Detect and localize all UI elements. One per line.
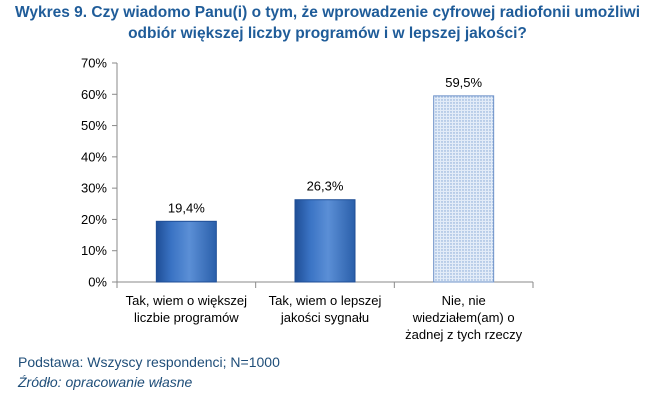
y-tick-label: 20% xyxy=(81,212,107,227)
category-label: Tak, wiem o lepszej xyxy=(269,293,382,308)
data-label: 26,3% xyxy=(307,179,344,194)
bar xyxy=(155,220,217,283)
data-label: 19,4% xyxy=(168,200,205,215)
category-label: liczbie programów xyxy=(134,310,239,325)
chart-title: Wykres 9. Czy wiadomo Panu(i) o tym, że … xyxy=(0,2,655,44)
y-tick-label: 60% xyxy=(81,87,107,102)
data-label: 59,5% xyxy=(445,75,482,90)
chart-title-line-1: Wykres 9. Czy wiadomo Panu(i) o tym, że … xyxy=(15,4,640,21)
bar xyxy=(433,95,495,283)
y-tick-label: 40% xyxy=(81,149,107,164)
category-label: wiedziałem(am) o xyxy=(412,310,515,325)
category-label: Tak, wiem o większej xyxy=(126,293,247,308)
footer-basis: Podstawa: Wszyscy respondenci; N=1000 xyxy=(18,354,280,370)
bar-chart: 0% 10% 20% 30% 40% 50% 60% 70% 19,4% Tak, wiem o … xyxy=(81,56,534,343)
y-tick-label: 0% xyxy=(88,275,107,290)
category-label: jakości sygnału xyxy=(280,310,369,325)
y-tick-label: 30% xyxy=(81,181,107,196)
y-tick-label: 10% xyxy=(81,243,107,258)
chart-labels: 0% 10% 20% 30% 40% 50% 60% 70% 19,4% Tak, wiem o … xyxy=(81,56,523,343)
chart-bars xyxy=(155,95,495,283)
chart-title-line-2: odbiór większej liczby programów i w lep… xyxy=(128,25,527,42)
category-label: żadnej z tych rzeczy xyxy=(405,327,523,342)
category-label: Nie, nie xyxy=(442,293,486,308)
footer-source: Źródło: opracowanie własne xyxy=(18,374,193,390)
y-tick-label: 70% xyxy=(81,56,107,71)
bar xyxy=(294,199,356,283)
y-tick-label: 50% xyxy=(81,118,107,133)
